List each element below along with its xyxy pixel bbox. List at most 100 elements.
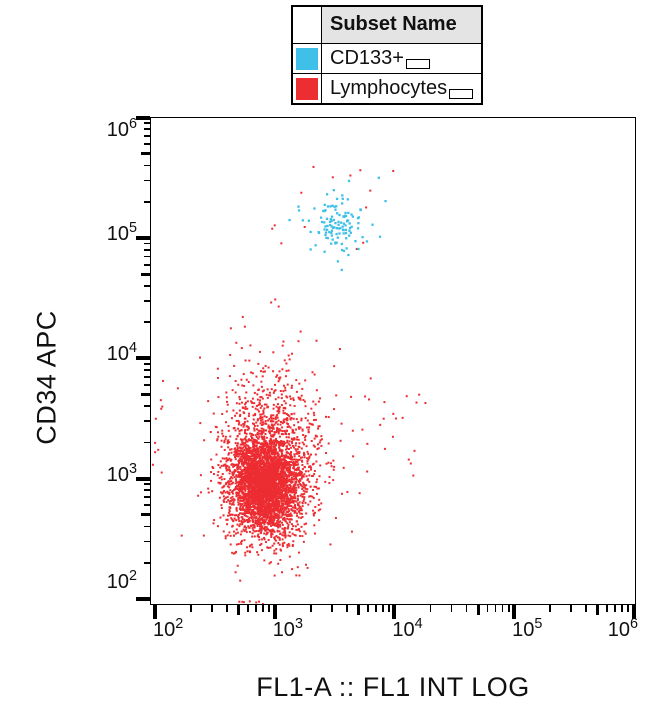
x-minor-tick — [374, 605, 377, 612]
legend-stat-box-lymphocytes — [449, 88, 474, 99]
legend-table: Subset Name CD133+ Lymphocytes — [291, 5, 484, 105]
x-minor-tick — [309, 605, 312, 612]
y-tick-label: 105 — [106, 220, 137, 245]
y-minor-tick — [143, 255, 150, 258]
x-major-tick — [153, 605, 157, 619]
x-minor-tick — [621, 605, 624, 612]
x-minor-tick — [614, 605, 617, 612]
legend-swatch-cell — [291, 73, 322, 105]
x-minor-tick — [627, 605, 630, 612]
y-five-tick — [140, 513, 150, 517]
legend-label-lymphocytes: Lymphocytes — [330, 76, 448, 99]
y-minor-tick — [143, 135, 150, 138]
x-minor-tick — [262, 605, 264, 612]
y-minor-tick — [143, 540, 150, 543]
x-minor-tick — [606, 605, 609, 612]
y-minor-tick — [143, 122, 150, 124]
x-major-tick — [272, 605, 277, 619]
x-tick-label: 104 — [392, 616, 423, 641]
y-minor-tick — [143, 299, 150, 302]
y-minor-tick — [143, 200, 150, 203]
y-minor-tick — [143, 420, 150, 423]
y-minor-tick — [143, 369, 150, 371]
y-minor-tick — [143, 248, 150, 251]
y-minor-tick — [143, 489, 150, 492]
x-minor-tick — [494, 605, 497, 612]
x-minor-tick — [345, 605, 348, 612]
x-five-tick — [237, 605, 241, 615]
y-minor-tick — [143, 242, 150, 245]
y-five-tick — [140, 393, 150, 397]
y-minor-tick — [143, 284, 150, 287]
y-minor-tick — [143, 483, 150, 486]
x-five-tick — [596, 605, 600, 615]
legend-label-cd133: CD133+ — [330, 46, 404, 69]
y-minor-tick — [143, 164, 150, 167]
y-minor-tick — [143, 143, 150, 146]
legend-swatch-header-cell — [291, 5, 322, 44]
x-minor-tick — [268, 605, 271, 612]
legend-label-cell: CD133+ — [321, 43, 483, 74]
x-tick-label: 105 — [512, 616, 543, 641]
x-five-tick — [356, 605, 360, 615]
x-minor-tick — [381, 605, 384, 612]
y-major-tick — [136, 476, 150, 481]
x-minor-tick — [211, 605, 213, 612]
legend-swatch-cell — [291, 43, 322, 74]
x-minor-tick — [585, 605, 588, 612]
x-minor-tick — [486, 605, 489, 612]
x-minor-tick — [366, 605, 369, 612]
x-tick-label: 102 — [153, 616, 184, 641]
x-minor-tick — [501, 605, 504, 612]
x-minor-tick — [450, 605, 453, 612]
y-major-tick — [136, 115, 150, 120]
legend-stat-box-cd133 — [405, 58, 430, 69]
legend-label-cell: Lymphocytes — [321, 73, 483, 105]
legend-header-row: Subset Name — [291, 5, 483, 44]
legend-row-lymphocytes[interactable]: Lymphocytes — [291, 73, 483, 105]
y-tick-label: 102 — [106, 568, 137, 593]
y-tick-label: 103 — [106, 460, 137, 486]
y-major-tick — [136, 597, 150, 601]
x-tick-label: 106 — [607, 616, 638, 641]
x-minor-tick — [190, 605, 192, 612]
y-minor-tick — [143, 321, 150, 323]
y-minor-tick — [143, 504, 150, 507]
y-tick-label: 104 — [106, 340, 137, 366]
legend-header-label: Subset Name — [321, 5, 483, 44]
x-minor-tick — [549, 605, 552, 612]
x-minor-tick — [247, 605, 250, 612]
x-minor-tick — [330, 605, 333, 612]
legend-swatch-cd133-icon — [296, 47, 318, 70]
legend-swatch-lymphocytes-icon — [296, 77, 318, 100]
y-axis-label: CD34 APC — [31, 310, 62, 445]
y-minor-tick — [143, 441, 150, 444]
legend-row-cd133[interactable]: CD133+ — [291, 43, 483, 74]
y-five-tick — [140, 152, 150, 156]
x-minor-tick — [255, 605, 258, 612]
x-minor-tick — [570, 605, 573, 612]
y-minor-tick — [143, 362, 150, 365]
x-axis-label: FL1-A :: FL1 INT LOG — [256, 672, 530, 702]
y-tick-label: 106 — [106, 115, 137, 141]
y-major-tick — [136, 356, 150, 361]
y-minor-tick — [143, 561, 150, 564]
y-minor-tick — [143, 263, 150, 266]
x-major-tick — [392, 605, 397, 619]
y-minor-tick — [143, 179, 150, 182]
y-minor-tick — [143, 384, 150, 386]
y-minor-tick — [143, 525, 150, 528]
y-minor-tick — [143, 128, 150, 131]
x-major-tick — [512, 605, 517, 619]
y-major-tick — [136, 235, 150, 240]
x-five-tick — [476, 605, 480, 615]
x-minor-tick — [507, 605, 510, 612]
y-minor-tick — [143, 376, 150, 378]
y-minor-tick — [143, 405, 150, 408]
x-minor-tick — [226, 605, 228, 612]
scatter-plot-canvas[interactable] — [150, 117, 636, 605]
x-tick-label: 103 — [272, 616, 303, 641]
x-minor-tick — [388, 605, 390, 612]
x-minor-tick — [465, 605, 468, 612]
